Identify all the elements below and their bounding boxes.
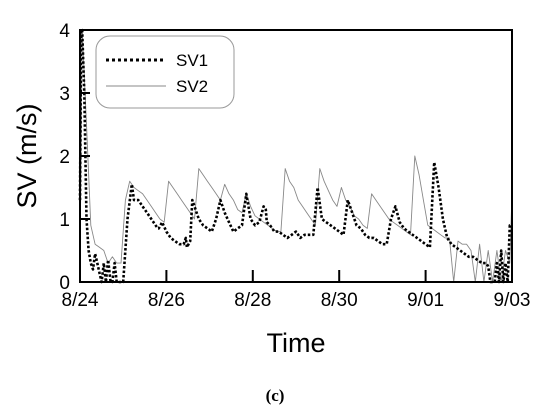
series-line-sv2 bbox=[79, 29, 513, 283]
legend-label-sv1: SV1 bbox=[176, 51, 208, 70]
y-tick-label: 3 bbox=[59, 84, 70, 105]
series-line-sv1 bbox=[78, 28, 512, 284]
x-tick-label: 9/03 bbox=[494, 290, 531, 311]
figure-caption: (c) bbox=[265, 386, 285, 405]
legend-label-sv2: SV2 bbox=[176, 77, 208, 96]
y-tick-label: 4 bbox=[59, 21, 70, 42]
y-tick-label: 0 bbox=[59, 273, 70, 294]
x-axis-title: Time bbox=[267, 328, 326, 358]
tick-layer: 8/24 8/26 8/28 8/30 9/01 9/03 0 1 2 3 4 bbox=[59, 21, 530, 311]
legend-box bbox=[95, 35, 235, 109]
y-tick-label: 1 bbox=[59, 210, 70, 231]
x-tick-label: 9/01 bbox=[407, 290, 444, 311]
y-tick-label: 2 bbox=[59, 147, 70, 168]
x-tick-label: 8/26 bbox=[148, 290, 185, 311]
x-tick-label: 8/28 bbox=[234, 290, 271, 311]
x-tick-label: 8/24 bbox=[62, 290, 99, 311]
series-layer bbox=[78, 28, 513, 284]
legend: SV1 SV2 bbox=[95, 35, 235, 109]
x-tick-label: 8/30 bbox=[321, 290, 358, 311]
y-axis-title: SV (m/s) bbox=[12, 104, 42, 209]
